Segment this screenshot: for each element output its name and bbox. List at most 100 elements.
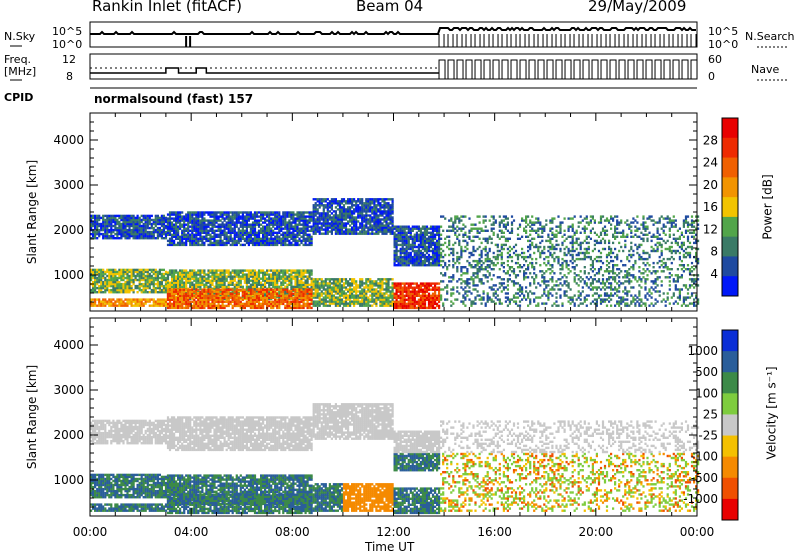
power-cell bbox=[166, 283, 170, 286]
power-cell bbox=[385, 198, 388, 201]
power-cell bbox=[344, 214, 348, 217]
power-cell bbox=[235, 304, 238, 308]
power-cell bbox=[239, 277, 242, 280]
power-cell bbox=[189, 279, 192, 282]
power-cell bbox=[318, 220, 321, 223]
power-cell bbox=[349, 228, 352, 231]
freq-panel-frame bbox=[89, 53, 698, 80]
power-cell bbox=[290, 227, 293, 230]
power-cell bbox=[211, 298, 214, 301]
power-cell bbox=[166, 229, 170, 232]
power-cell bbox=[318, 304, 321, 307]
power-cell bbox=[344, 216, 348, 219]
power-cell bbox=[108, 282, 111, 286]
power-cell bbox=[217, 223, 220, 226]
power-cell bbox=[336, 290, 339, 293]
power-cell bbox=[270, 288, 273, 291]
power-cell bbox=[371, 216, 374, 219]
power-cell bbox=[255, 239, 259, 243]
power-cell bbox=[383, 224, 386, 227]
power-cell bbox=[262, 306, 265, 310]
power-cell bbox=[336, 200, 339, 203]
power-cell bbox=[112, 220, 115, 224]
power-cell bbox=[217, 292, 220, 295]
power-cell bbox=[302, 292, 305, 295]
power-cell bbox=[349, 218, 352, 221]
power-cell bbox=[237, 239, 240, 243]
power-cell bbox=[142, 304, 145, 307]
power-cell bbox=[340, 284, 344, 287]
power-cell bbox=[340, 298, 344, 301]
power-cell bbox=[185, 241, 188, 245]
power-cell bbox=[249, 217, 252, 220]
power-cell bbox=[401, 261, 404, 265]
power-cell bbox=[373, 212, 376, 215]
power-cell bbox=[92, 302, 95, 305]
power-cell bbox=[389, 296, 392, 299]
power-cell bbox=[193, 290, 196, 293]
power-cell bbox=[170, 306, 174, 310]
power-cell bbox=[217, 239, 220, 243]
power-cell bbox=[156, 232, 159, 236]
power-cell bbox=[132, 304, 135, 307]
power-cell bbox=[124, 220, 127, 224]
power-cell bbox=[201, 215, 204, 218]
power-cell bbox=[144, 222, 147, 226]
power-cell bbox=[357, 216, 360, 219]
power-cell bbox=[154, 288, 157, 292]
power-cell bbox=[334, 304, 337, 307]
power-cell bbox=[268, 217, 271, 220]
power-cell bbox=[217, 294, 220, 297]
power-cell bbox=[110, 218, 113, 222]
power-cell bbox=[257, 283, 261, 286]
power-cell bbox=[128, 298, 131, 301]
power-cell bbox=[225, 217, 228, 220]
power-cell bbox=[102, 228, 105, 232]
power-cell bbox=[207, 239, 210, 243]
power-cell bbox=[156, 222, 159, 226]
power-cell bbox=[100, 274, 103, 278]
power-cell bbox=[373, 298, 376, 301]
power-cell bbox=[116, 226, 119, 230]
power-cell bbox=[332, 294, 335, 297]
power-cell bbox=[124, 218, 127, 222]
power-cell bbox=[191, 217, 194, 220]
power-cell bbox=[278, 279, 281, 282]
power-cell bbox=[332, 288, 335, 291]
power-cell bbox=[413, 233, 416, 236]
power-cell bbox=[245, 277, 248, 280]
power-cell bbox=[120, 278, 123, 282]
power-cell bbox=[126, 291, 129, 294]
power-cell bbox=[245, 233, 248, 236]
power-cell bbox=[245, 211, 248, 214]
power-cell bbox=[241, 273, 244, 276]
power-cell bbox=[217, 269, 220, 272]
power-cell bbox=[132, 234, 135, 238]
power-cell bbox=[383, 202, 386, 205]
power-cell bbox=[391, 220, 394, 223]
power-cell bbox=[195, 223, 198, 226]
power-cell bbox=[195, 273, 198, 276]
power-cell bbox=[239, 243, 242, 247]
power-cell bbox=[266, 237, 269, 240]
power-cell bbox=[138, 226, 141, 230]
power-cell bbox=[353, 204, 356, 207]
power-cell bbox=[340, 214, 344, 217]
power-cell bbox=[152, 237, 155, 240]
power-cell bbox=[247, 300, 250, 303]
power-cell bbox=[251, 227, 255, 230]
power-cell bbox=[110, 216, 113, 220]
power-cell bbox=[385, 298, 388, 301]
power-cell bbox=[209, 229, 212, 232]
power-cell bbox=[175, 277, 178, 280]
power-cell bbox=[282, 233, 285, 236]
power-cell bbox=[405, 255, 408, 259]
power-cell bbox=[379, 230, 382, 233]
power-cell bbox=[300, 211, 303, 214]
power-cell bbox=[268, 288, 271, 291]
power-cell bbox=[104, 270, 107, 274]
power-cell bbox=[199, 279, 202, 282]
power-cell bbox=[310, 273, 313, 276]
power-cell bbox=[124, 270, 127, 274]
power-cell bbox=[349, 290, 352, 293]
